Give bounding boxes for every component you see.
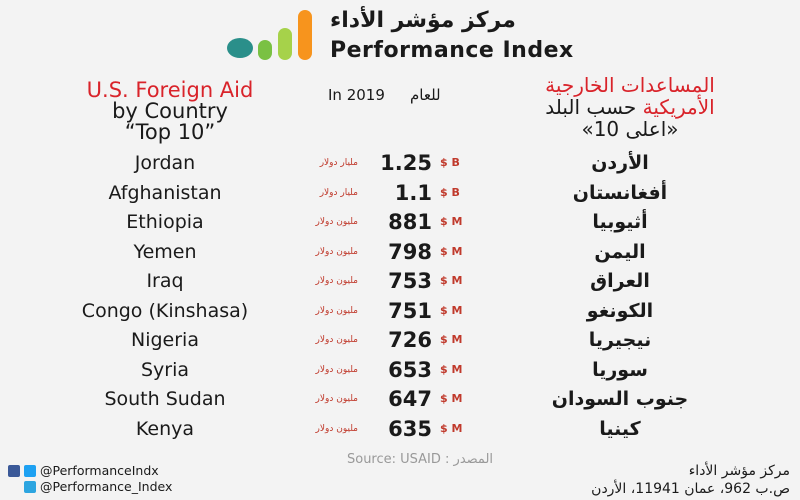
country-name: Nigeria: [131, 329, 199, 351]
country-name-arabic: اليمن: [594, 240, 646, 263]
logo-bar-orange: [298, 10, 312, 60]
country-name-arabic: الكونغو: [586, 299, 654, 322]
aid-value: 881: [388, 210, 432, 234]
aid-value: 751: [388, 298, 432, 323]
header: مركز مؤشر الأداء Performance Index: [0, 4, 800, 66]
telegram-handle[interactable]: @Performance_Index: [40, 479, 173, 494]
country-name: Syria: [140, 358, 190, 381]
title-ar-line2: الأمريكية حسب البلد: [480, 96, 780, 118]
title-en-line2: by Country: [112, 99, 228, 123]
source-note: Source: USAID : المصدر: [346, 452, 494, 467]
aid-value: 653: [388, 357, 432, 382]
country-name-arabic: الأردن: [591, 152, 649, 174]
twitter-handle[interactable]: @PerformanceIndx: [40, 463, 159, 478]
year-label: In 2019: [328, 86, 385, 104]
unit-label: $ M: [440, 392, 463, 405]
unit-label-arabic: مليار دولار: [319, 158, 358, 168]
country-name: Iraq: [146, 270, 184, 292]
table-row: Iraq مليون دولار 753 $ M العراق: [0, 266, 800, 296]
social-line-twitter: @PerformanceIndx: [8, 463, 172, 479]
aid-value: 1.25: [380, 151, 432, 175]
table-row: Nigeria مليون دولار 726 $ M نيجيريا: [0, 325, 800, 355]
address-line-2: ص.ب 962، عمان 11941، الأردن: [591, 481, 790, 497]
logo-icon: [227, 10, 312, 60]
logo-dot-teal: [227, 38, 253, 58]
logo-bar-lime: [278, 28, 292, 60]
country-name-arabic: أثيوبيا: [592, 211, 648, 233]
table-row: Yemen مليون دولار 798 $ M اليمن: [0, 237, 800, 267]
aid-value: 635: [388, 416, 432, 441]
unit-label-arabic: مليون دولار: [315, 335, 358, 345]
unit-label-arabic: مليون دولار: [315, 305, 358, 316]
unit-label-arabic: مليون دولار: [315, 217, 358, 227]
table-row: South Sudan مليون دولار 647 $ M جنوب السودان: [0, 384, 800, 414]
aid-value: 1.1: [394, 180, 432, 205]
unit-label: $ M: [440, 244, 463, 258]
unit-label: $ B: [440, 156, 460, 169]
unit-label: $ M: [440, 333, 463, 346]
telegram-icon[interactable]: [24, 481, 36, 493]
table-row: Kenya مليون دولار 635 $ M كينيا: [0, 414, 800, 444]
country-name-arabic: جنوب السودان: [551, 388, 689, 410]
unit-label-arabic: مليون دولار: [315, 246, 358, 257]
unit-label-arabic: مليون دولار: [315, 423, 358, 434]
aid-value: 753: [388, 269, 432, 293]
table-row: Ethiopia مليون دولار 881 $ M أثيوبيا: [0, 207, 800, 237]
country-name-arabic: سوريا: [592, 358, 648, 381]
social-line-telegram: @Performance_Index: [8, 479, 172, 495]
chart-title-arabic: المساعدات الخارجية الأمريكية حسب البلد «…: [480, 74, 780, 140]
title-ar-line2-red: الأمريكية: [642, 95, 715, 119]
social-handles: @PerformanceIndx @Performance_Index: [8, 463, 172, 495]
unit-label: $ M: [440, 303, 463, 317]
unit-label: $ M: [440, 274, 463, 287]
country-name: South Sudan: [104, 388, 226, 410]
aid-value: 798: [388, 239, 432, 264]
country-name: Ethiopia: [126, 211, 204, 233]
country-name: Congo (Kinshasa): [81, 299, 249, 322]
unit-label: $ B: [440, 185, 460, 199]
country-name: Yemen: [133, 240, 197, 263]
title-en-line1: U.S. Foreign Aid: [86, 78, 254, 102]
table-row: Congo (Kinshasa) مليون دولار 751 $ M الكونغو: [0, 296, 800, 326]
chart-title-english: U.S. Foreign Aid by Country “Top 10”: [45, 80, 295, 143]
title-ar-line2-black: حسب البلد: [545, 95, 637, 119]
unit-label-arabic: مليون دولار: [315, 394, 358, 404]
country-name: Kenya: [135, 417, 195, 440]
year-label-arabic: للعام: [410, 86, 441, 104]
brand-name-arabic: مركز مؤشر الأداء: [330, 8, 516, 33]
country-name-arabic: كينيا: [599, 417, 641, 440]
unit-label-arabic: مليون دولار: [315, 364, 358, 375]
title-ar-line1: المساعدات الخارجية: [545, 73, 715, 97]
table-row: Afghanistan مليار دولار 1.1 $ B أفغانستان: [0, 178, 800, 208]
country-name: Afghanistan: [108, 181, 222, 204]
unit-label-arabic: مليون دولار: [315, 276, 358, 286]
table-row: Jordan مليار دولار 1.25 $ B الأردن: [0, 148, 800, 178]
unit-label: $ M: [440, 362, 463, 376]
country-name-arabic: أفغانستان: [572, 181, 668, 204]
logo-bar-green: [258, 40, 272, 60]
brand-name-english: Performance Index: [330, 38, 574, 63]
facebook-icon[interactable]: [8, 465, 20, 477]
country-name-arabic: نيجيريا: [588, 329, 652, 351]
unit-label: $ M: [440, 215, 463, 228]
twitter-icon[interactable]: [24, 465, 36, 477]
unit-label-arabic: مليار دولار: [319, 187, 358, 198]
title-en-line3: “Top 10”: [124, 120, 216, 144]
country-name: Jordan: [134, 152, 196, 174]
unit-label: $ M: [440, 421, 463, 435]
address-block: مركز مؤشر الأداء ص.ب 962، عمان 11941، ال…: [591, 462, 790, 498]
address-line-1: مركز مؤشر الأداء: [688, 463, 790, 479]
country-name-arabic: العراق: [590, 270, 650, 292]
aid-value: 726: [388, 328, 432, 352]
title-ar-line3: «اعلى 10»: [581, 117, 679, 141]
aid-value: 647: [388, 387, 432, 411]
table-row: Syria مليون دولار 653 $ M سوريا: [0, 355, 800, 385]
